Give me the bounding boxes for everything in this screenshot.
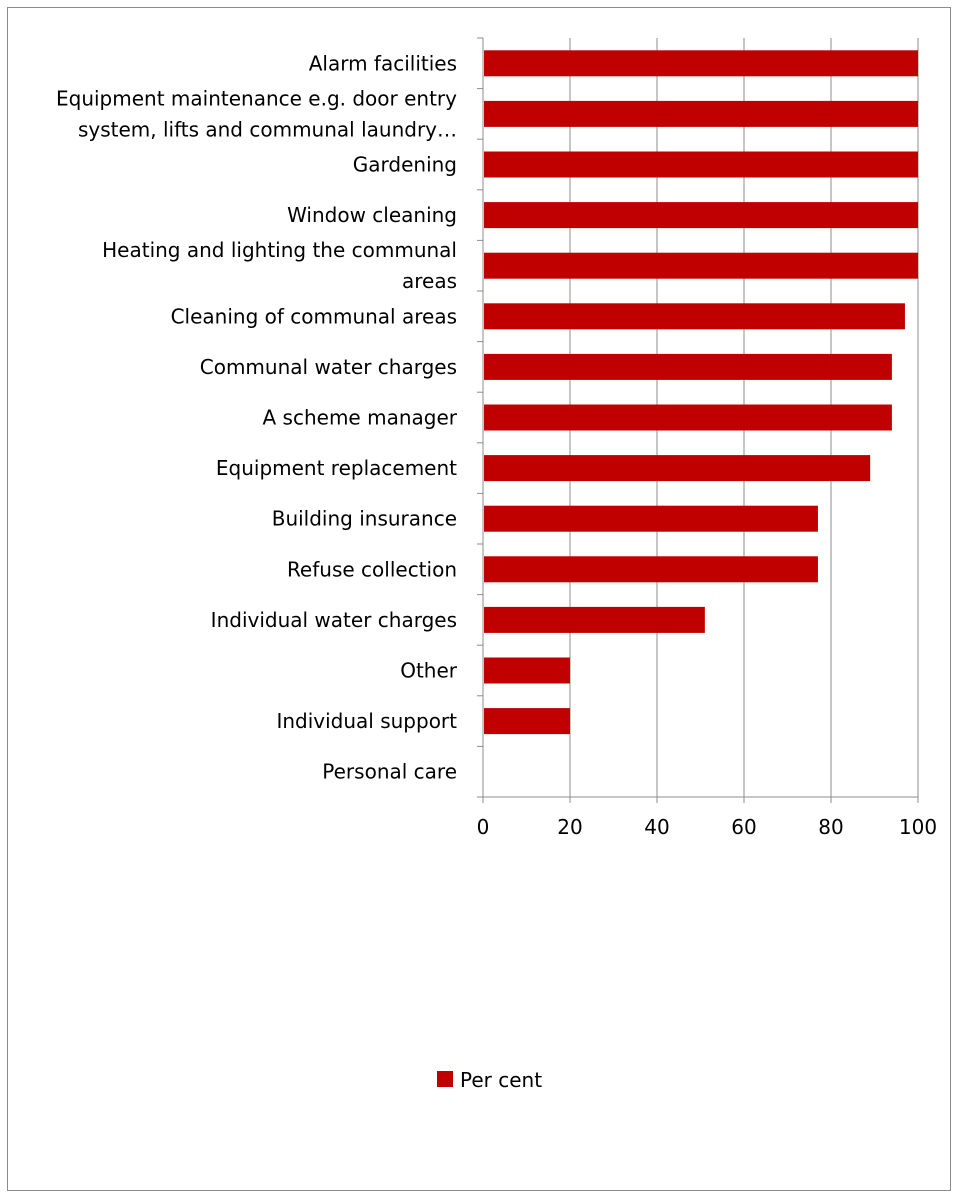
bars <box>484 50 918 735</box>
category-labels: Alarm facilities Equipment maintenance e.… <box>56 51 458 783</box>
category-label: areas <box>402 269 457 293</box>
category-label: Individual support <box>276 709 457 733</box>
category-label: system, lifts and communal laundry… <box>78 117 457 141</box>
category-label: Individual water charges <box>211 608 457 632</box>
category-label: Alarm facilities <box>309 51 457 75</box>
category-label: Equipment replacement <box>216 456 457 480</box>
bar <box>484 606 705 633</box>
category-label: Other <box>400 659 458 683</box>
category-label: Personal care <box>322 760 457 784</box>
category-label: Equipment maintenance e.g. door entry <box>56 86 457 110</box>
bar <box>484 151 918 178</box>
category-label: Refuse collection <box>287 557 457 581</box>
x-tick-label: 20 <box>557 815 582 839</box>
legend-label: Per cent <box>460 1068 542 1092</box>
bar <box>484 708 570 735</box>
category-label: Communal water charges <box>200 355 457 379</box>
category-label: Gardening <box>353 153 457 177</box>
bar <box>484 202 918 229</box>
bar <box>484 505 818 532</box>
bar <box>484 50 918 77</box>
category-label: Window cleaning <box>287 203 457 227</box>
bar <box>484 404 892 431</box>
x-tick-label: 40 <box>644 815 669 839</box>
x-tick-label: 80 <box>818 815 843 839</box>
bar <box>484 455 871 482</box>
bar <box>484 657 570 684</box>
legend: Per cent <box>437 1068 542 1092</box>
bar <box>484 353 892 380</box>
bar <box>484 303 905 330</box>
axes <box>477 37 919 803</box>
category-label: Heating and lighting the communal <box>102 238 457 262</box>
legend-swatch <box>437 1071 453 1087</box>
category-label: A scheme manager <box>263 406 458 430</box>
x-tick-labels: 0 20 40 60 80 100 <box>477 815 937 839</box>
x-tick-label: 100 <box>899 815 937 839</box>
bar <box>484 100 918 127</box>
category-label: Cleaning of communal areas <box>171 304 457 328</box>
bar <box>484 556 818 583</box>
x-tick-label: 60 <box>731 815 756 839</box>
x-tick-label: 0 <box>477 815 490 839</box>
bar <box>484 252 918 279</box>
category-label: Building insurance <box>272 507 457 531</box>
